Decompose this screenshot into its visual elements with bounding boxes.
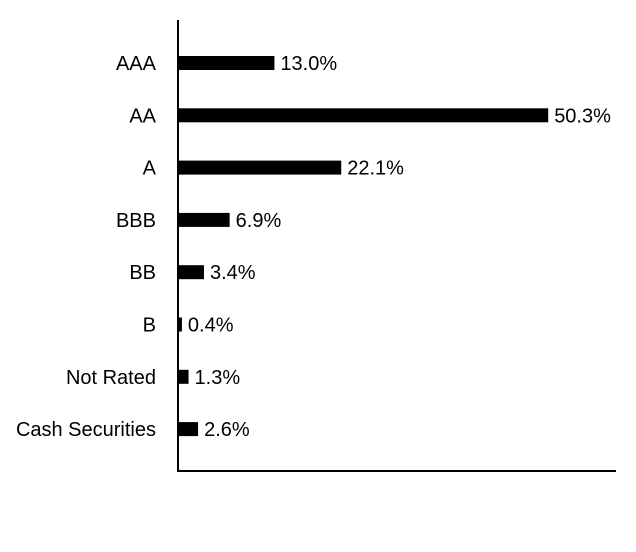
- value-label-b: 0.4%: [188, 315, 234, 337]
- value-label-cash-securities: 2.6%: [204, 419, 250, 441]
- bar-a: [179, 160, 342, 175]
- category-label-not-rated: Not Rated: [66, 367, 156, 389]
- bar-bb: [179, 265, 204, 280]
- category-label-bbb: BBB: [116, 210, 156, 232]
- value-labels-group: 13.0% 50.3% 22.1% 6.9% 3.4% 0.4% 1.3% 2.6%: [188, 53, 611, 441]
- category-label-b: B: [143, 315, 156, 337]
- bars-group: [179, 56, 549, 437]
- category-label-bb: BB: [129, 262, 156, 284]
- bar-aaa: [179, 56, 275, 70]
- bar-cash-securities: [179, 422, 199, 437]
- value-label-bb: 3.4%: [210, 262, 256, 284]
- category-label-cash-securities: Cash Securities: [16, 419, 156, 441]
- category-label-a: A: [143, 158, 157, 180]
- bar-b: [179, 317, 182, 332]
- bar-not-rated: [179, 369, 189, 384]
- value-label-a: 22.1%: [347, 158, 404, 180]
- value-label-bbb: 6.9%: [236, 210, 282, 232]
- category-label-aa: AA: [129, 105, 156, 127]
- value-label-not-rated: 1.3%: [195, 367, 241, 389]
- bar-aa: [179, 108, 549, 123]
- bar-bbb: [179, 212, 230, 227]
- category-label-aaa: AAA: [116, 53, 157, 75]
- value-label-aa: 50.3%: [554, 105, 611, 127]
- value-label-aaa: 13.0%: [280, 53, 337, 75]
